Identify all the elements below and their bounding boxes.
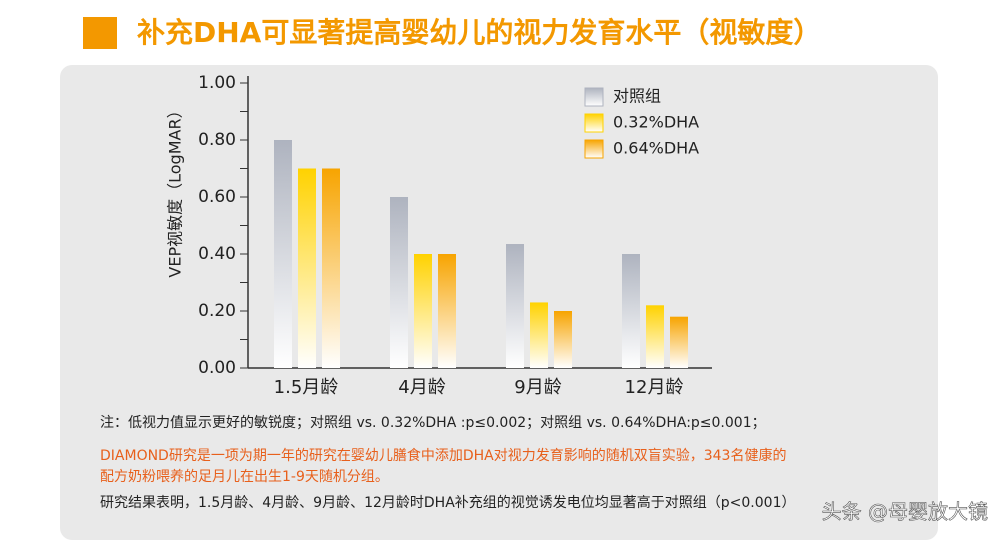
legend-label: 0.64%DHA [613, 139, 699, 158]
bar [530, 302, 548, 368]
legend-swatch [584, 139, 604, 159]
bar [622, 254, 640, 368]
chart-title: 补充DHA可显著提高婴幼儿的视力发育水平（视敏度） [137, 16, 821, 49]
x-tick-label: 1.5月龄 [274, 377, 339, 398]
y-tick-label: 0.20 [198, 301, 236, 321]
bar [390, 197, 408, 368]
y-axis-label: VEP视敏度（LogMAR） [166, 102, 185, 277]
legend-swatch [584, 113, 604, 133]
description: 配方奶粉喂养的足月儿在出生1-9天随机分组。 [100, 469, 389, 485]
y-tick-label: 0.60 [198, 187, 236, 207]
legend-label: 0.32%DHA [613, 113, 699, 132]
x-tick-label: 9月龄 [514, 377, 561, 398]
y-tick-label: 0.40 [198, 244, 236, 264]
bar [438, 254, 456, 368]
y-tick-label: 0.80 [198, 130, 236, 150]
description: DIAMOND研究是一项为期一年的研究在婴幼儿膳食中添加DHA对视力发育影响的随… [100, 447, 786, 464]
watermark: 头条 @母婴放大镜 [822, 500, 988, 524]
y-tick-label: 0.00 [198, 358, 236, 378]
y-tick-label: 1.00 [198, 73, 236, 93]
bar [298, 168, 316, 368]
bar [554, 311, 572, 368]
x-tick-label: 12月龄 [625, 377, 684, 398]
bar [670, 316, 688, 368]
bar [646, 305, 664, 368]
bar [274, 140, 292, 368]
legend-swatch [584, 87, 604, 107]
bar [414, 254, 432, 368]
bar [322, 168, 340, 368]
title-icon [83, 17, 117, 49]
x-tick-label: 4月龄 [398, 377, 445, 398]
note: 注：低视力值显示更好的敏锐度；对照组 vs. 0.32%DHA :p≤0.002… [100, 415, 766, 431]
conclusion: 研究结果表明，1.5月龄、4月龄、9月龄、12月龄时DHA补充组的视觉诱发电位均… [100, 494, 795, 511]
legend-label: 对照组 [613, 87, 661, 106]
bar [506, 244, 524, 368]
